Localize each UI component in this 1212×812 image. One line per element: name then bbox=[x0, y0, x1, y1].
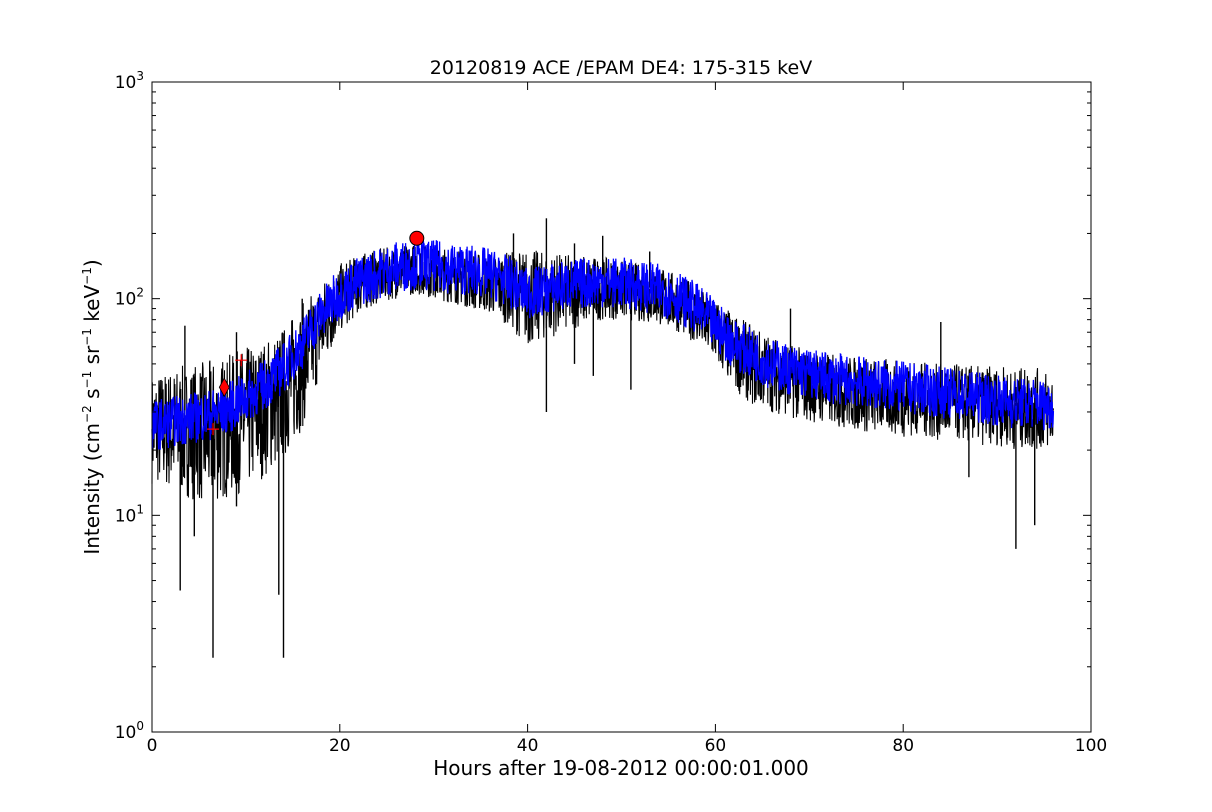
marker-peak-circle bbox=[409, 230, 425, 246]
x-tick-label: 20 bbox=[329, 736, 351, 756]
marker-plus bbox=[207, 423, 220, 436]
series-smoothed-line bbox=[151, 239, 1055, 450]
y-tick-label: 102 bbox=[115, 286, 144, 310]
marker-plus bbox=[235, 354, 248, 367]
x-tick-label: 0 bbox=[147, 736, 158, 756]
x-axis-label: Hours after 19-08-2012 00:00:01.000 bbox=[433, 756, 809, 780]
x-tick-label: 60 bbox=[705, 736, 727, 756]
x-tick-label: 100 bbox=[1075, 736, 1107, 756]
x-tick-label: 40 bbox=[517, 736, 539, 756]
y-tick-label: 100 bbox=[115, 719, 144, 743]
plot-area bbox=[151, 218, 1055, 658]
plot-frame bbox=[151, 81, 1092, 733]
y-tick-label: 101 bbox=[115, 502, 144, 526]
chart-title: 20120819 ACE /EPAM DE4: 175-315 keV bbox=[430, 57, 812, 79]
y-axis: 100 101 102 103 bbox=[115, 69, 1091, 743]
y-tick-label: 103 bbox=[115, 69, 144, 93]
x-tick-label: 80 bbox=[892, 736, 914, 756]
x-axis: 0 20 40 60 80 100 bbox=[147, 82, 1107, 756]
y-axis-label: Intensity (cm−2 s−1 sr−1 keV−1) bbox=[80, 259, 104, 554]
marker-diamond bbox=[218, 377, 230, 398]
